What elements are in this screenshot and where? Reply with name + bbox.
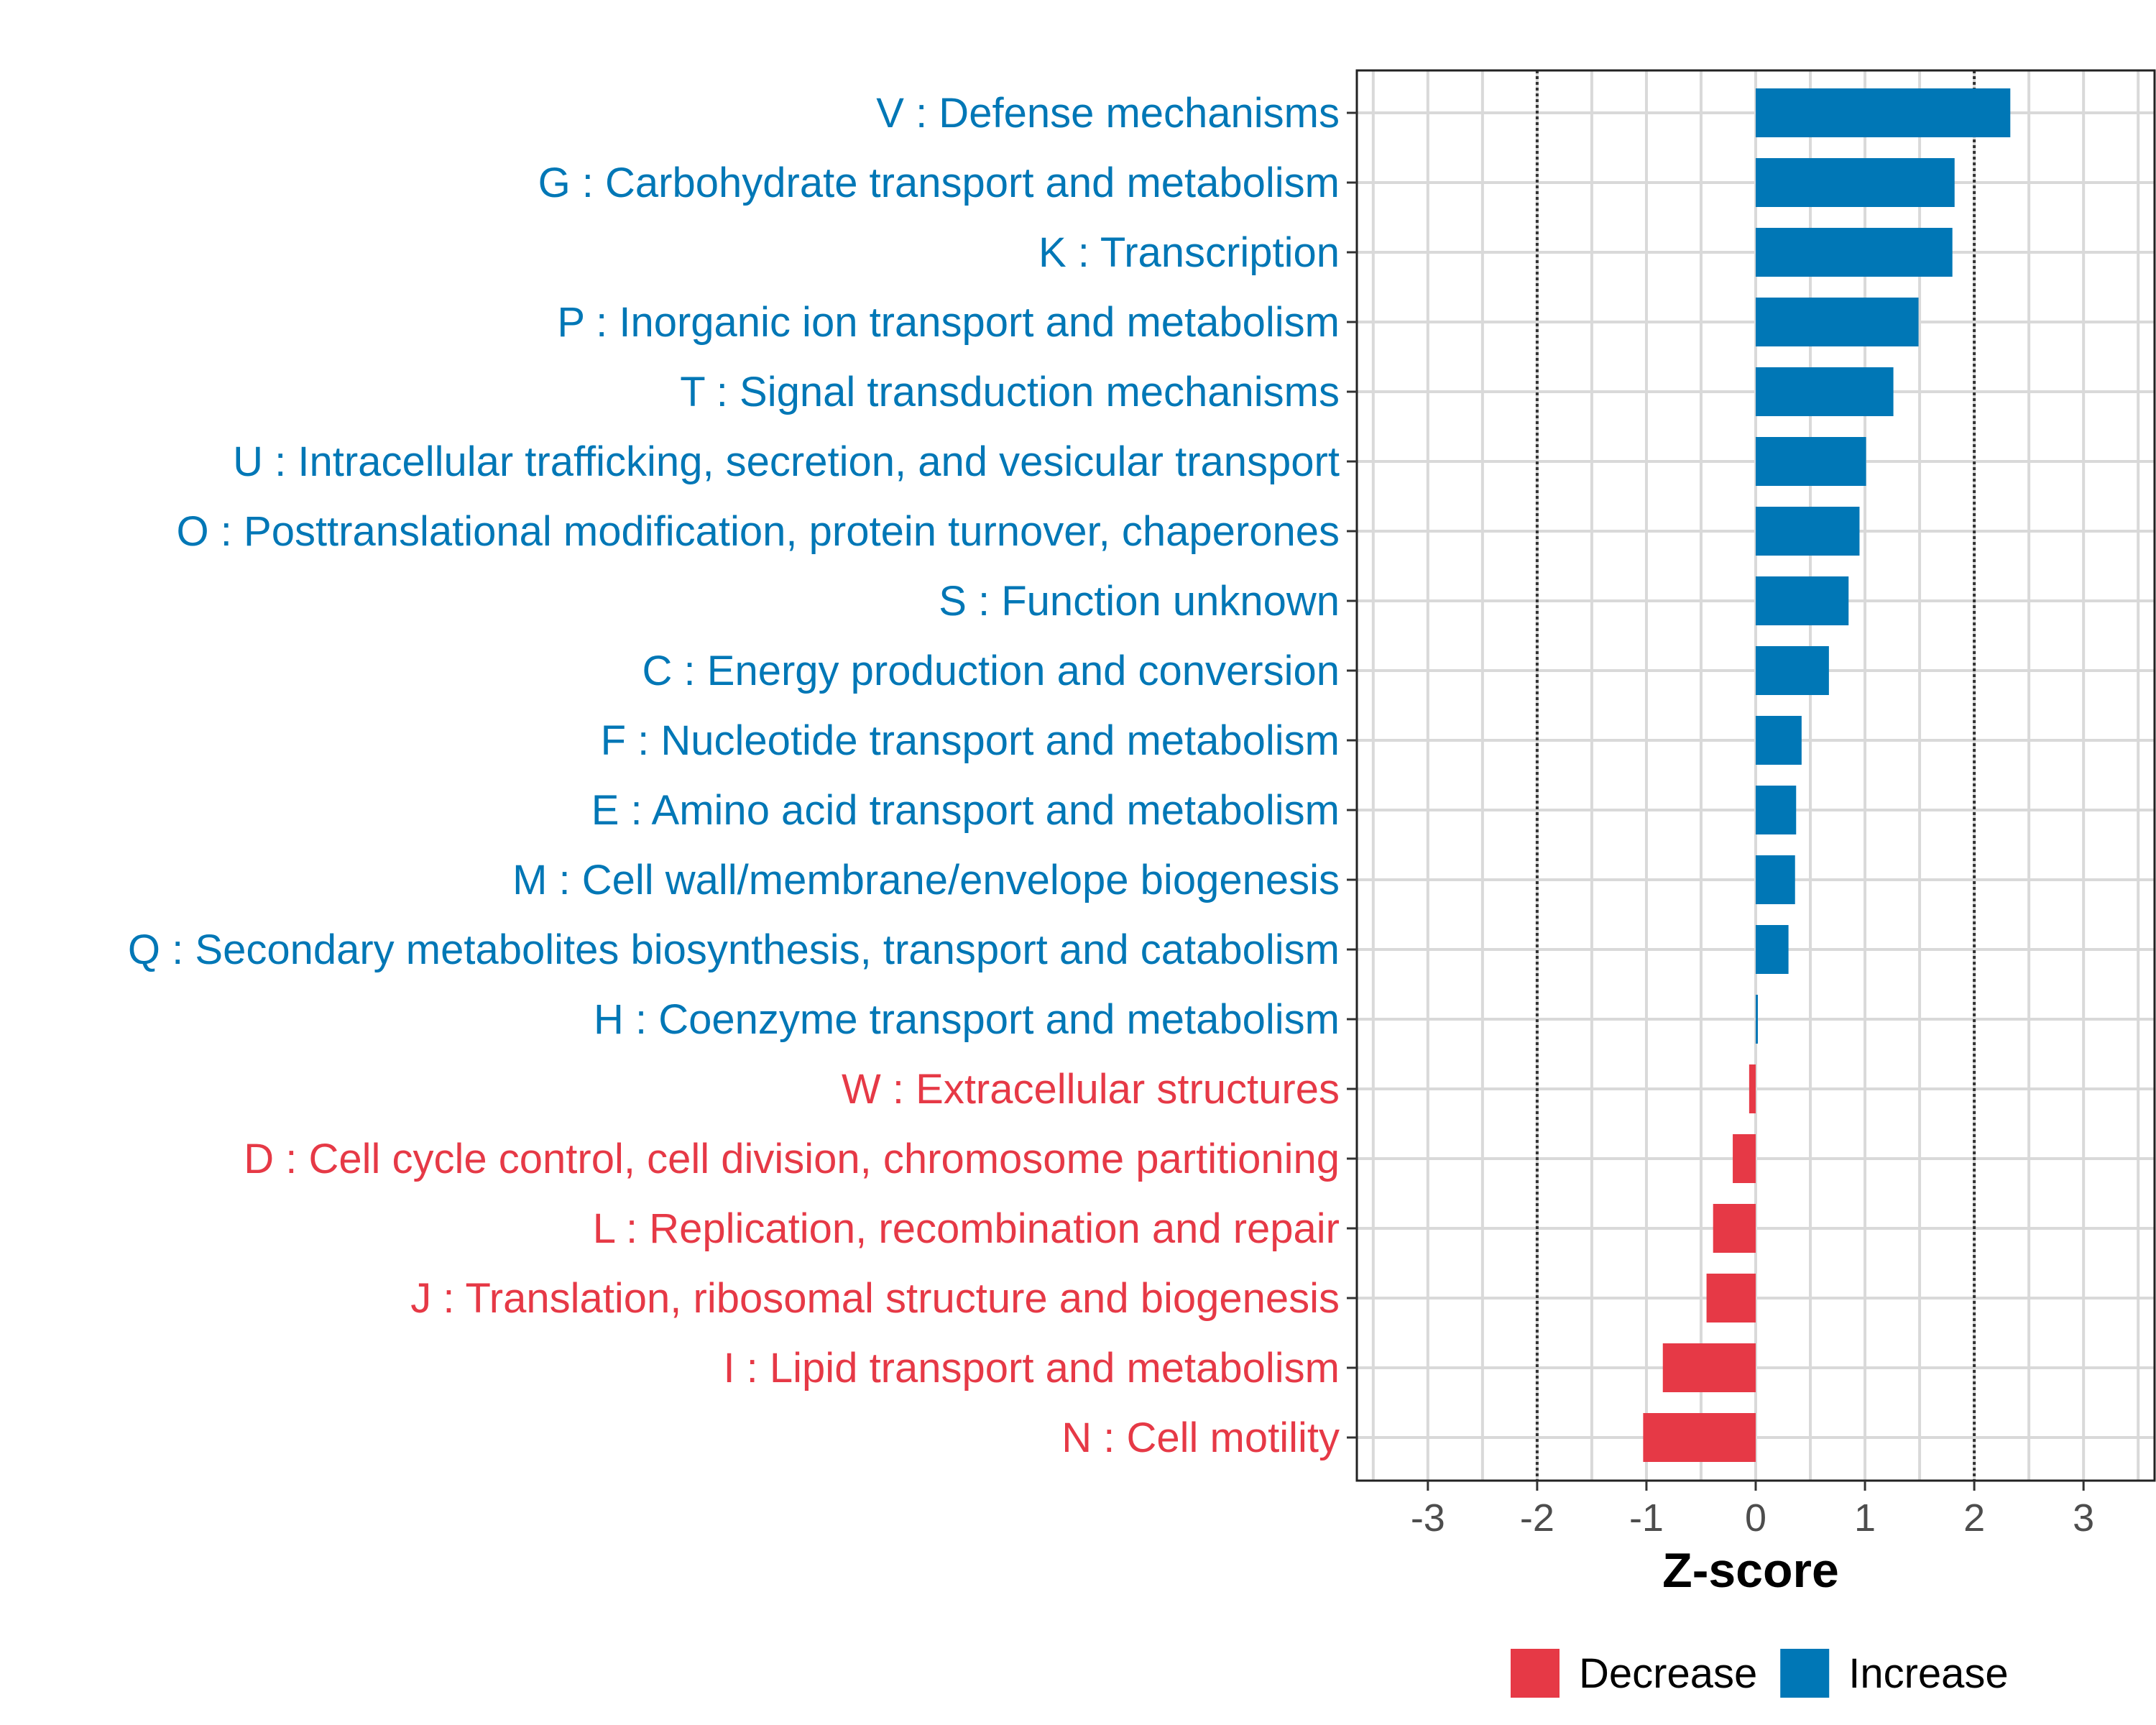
bar [1756,437,1866,486]
bar [1756,925,1789,974]
bar [1756,855,1795,904]
category-label: S : Function unknown [939,578,1340,625]
x-axis-title: Z-score [1662,1543,1839,1598]
bar [1662,1343,1756,1392]
x-tick-label: 2 [1963,1496,1985,1540]
category-label: E : Amino acid transport and metabolism [591,787,1340,834]
bar [1713,1204,1756,1253]
legend-label: Increase [1848,1650,2008,1697]
y-axis: V : Defense mechanisms G : Carbohydrate t… [128,90,1357,1461]
category-label: Q : Secondary metabolites biosynthesis, … [128,926,1340,973]
category-label: U : Intracellular trafficking, secretion… [233,438,1340,485]
x-tick-label: 3 [2073,1496,2094,1540]
category-label: F : Nucleotide transport and metabolism [601,717,1340,764]
bar [1756,995,1758,1044]
bar [1706,1274,1756,1322]
category-label: J : Translation, ribosomal structure and… [410,1275,1340,1322]
x-axis: -3 -2 -1 0 1 2 3 [1411,1481,2094,1540]
bar [1756,646,1829,695]
category-label: I : Lipid transport and metabolism [723,1345,1340,1392]
bar [1756,716,1802,765]
legend-swatch [1780,1649,1830,1698]
bar [1756,507,1860,556]
bar [1756,88,2011,137]
category-label: V : Defense mechanisms [876,90,1340,137]
legend-swatch [1511,1649,1560,1698]
category-label: N : Cell motility [1061,1414,1340,1461]
x-tick-label: -3 [1411,1496,1445,1540]
category-label: T : Signal transduction mechanisms [680,369,1340,415]
x-tick-label: 0 [1745,1496,1766,1540]
bar [1756,367,1894,416]
bar [1756,576,1849,625]
x-tick-label: 1 [1854,1496,1876,1540]
legend: Decrease Increase [1511,1649,2009,1698]
bar [1733,1134,1756,1183]
category-label: C : Energy production and conversion [642,648,1340,694]
bar [1756,228,1953,277]
category-label: M : Cell wall/membrane/envelope biogenes… [512,857,1340,903]
legend-label: Decrease [1579,1650,1757,1697]
reference-lines [1535,70,1976,1481]
category-label: H : Coenzyme transport and metabolism [594,996,1340,1043]
category-label: K : Transcription [1038,229,1340,276]
bar [1749,1064,1756,1113]
category-label: W : Extracellular structures [842,1066,1340,1113]
bars [1643,88,2011,1462]
bar [1643,1413,1756,1462]
bar [1756,298,1919,346]
category-label: D : Cell cycle control, cell division, c… [244,1136,1340,1182]
category-label: L : Replication, recombination and repai… [593,1205,1340,1252]
bar [1756,158,1955,207]
category-label: O : Posttranslational modification, prot… [177,508,1340,555]
category-label: P : Inorganic ion transport and metaboli… [557,299,1340,346]
category-label: G : Carbohydrate transport and metabolis… [538,160,1340,206]
x-tick-label: -2 [1520,1496,1554,1540]
bar [1756,786,1797,834]
x-tick-label: -1 [1629,1496,1664,1540]
